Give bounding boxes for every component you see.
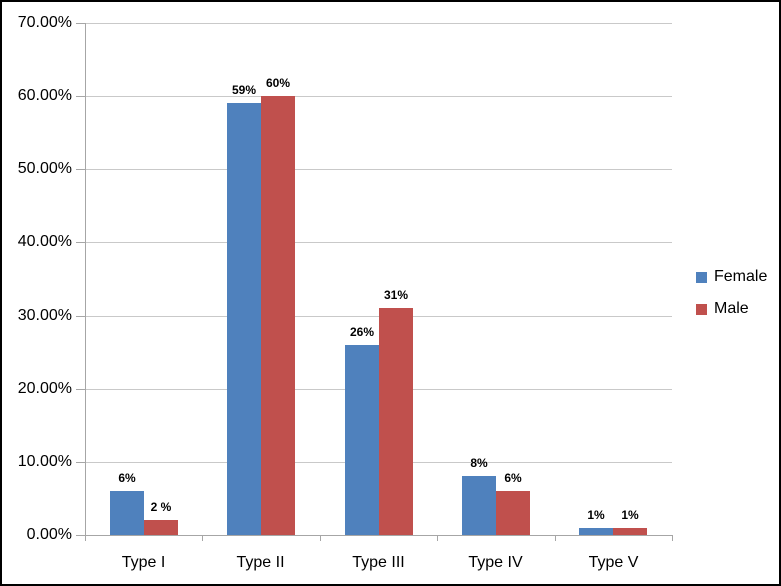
y-axis-line: [85, 23, 86, 536]
y-axis-label: 40.00%: [17, 233, 72, 251]
legend-item-male: Male: [696, 300, 767, 318]
gridline: [86, 96, 672, 98]
y-axis-label: 60.00%: [17, 87, 72, 105]
bar-male-3: [379, 308, 413, 535]
y-axis-tick: [76, 315, 85, 317]
bar-value-label: 1%: [621, 507, 639, 522]
x-axis-category-label: Type II: [236, 554, 285, 571]
y-axis-tick: [76, 96, 85, 98]
bar-male-2: [261, 96, 295, 535]
x-axis-category-label: Type IV: [468, 554, 523, 571]
gridline: [86, 23, 672, 24]
bar-value-label: 60%: [265, 76, 291, 91]
x-axis-category-label: Type V: [588, 554, 639, 571]
bar-female-5: [579, 527, 613, 535]
bar-female-2: [227, 103, 261, 535]
y-axis-label: 10.00%: [17, 452, 72, 470]
x-axis-tick: [85, 536, 86, 541]
y-axis-tick: [76, 535, 85, 536]
x-axis-tick: [320, 536, 321, 541]
y-axis-tick: [76, 23, 85, 24]
bar-male-1: [144, 520, 178, 535]
y-axis-label: 70.00%: [17, 14, 72, 31]
bar-female-4: [462, 476, 496, 535]
bar-value-label: 31%: [383, 288, 409, 303]
y-axis-label: 30.00%: [17, 306, 72, 324]
y-axis-label: 20.00%: [17, 379, 72, 397]
x-axis-category-label: Type I: [121, 554, 166, 571]
bar-value-label: 26%: [349, 324, 375, 339]
gridline: [86, 242, 672, 244]
bar-value-label: 59%: [231, 83, 257, 98]
bar-male-5: [613, 527, 647, 535]
legend-label-male: Male: [714, 300, 749, 317]
y-axis-tick: [76, 388, 85, 390]
bar-value-label: 1%: [587, 507, 605, 522]
bar-male-4: [496, 491, 530, 535]
x-axis-tick: [202, 536, 203, 541]
y-axis-tick: [76, 461, 85, 463]
bar-female-3: [345, 344, 379, 535]
legend-label-female: Female: [714, 268, 768, 285]
female-series-swatch: [696, 271, 707, 283]
bar-value-label: 6%: [504, 471, 522, 486]
y-axis-label: 50.00%: [17, 160, 72, 178]
y-axis-label: 0.00%: [26, 526, 72, 543]
y-axis-tick: [76, 242, 85, 244]
x-axis-tick: [672, 536, 673, 541]
gridline: [86, 169, 672, 171]
male-series-swatch: [696, 303, 707, 315]
bar-value-label: 2 %: [150, 500, 172, 515]
x-axis-tick: [555, 536, 556, 541]
legend-item-female: Female: [696, 268, 767, 286]
x-axis-category-label: Type III: [352, 554, 405, 571]
bar-value-label: 6%: [118, 471, 136, 486]
legend: Female Male: [696, 268, 767, 318]
x-axis-tick: [437, 536, 438, 541]
y-axis-tick: [76, 169, 85, 171]
bar-value-label: 8%: [470, 456, 488, 471]
bar-female-1: [110, 491, 144, 535]
x-axis-line: [85, 535, 673, 536]
